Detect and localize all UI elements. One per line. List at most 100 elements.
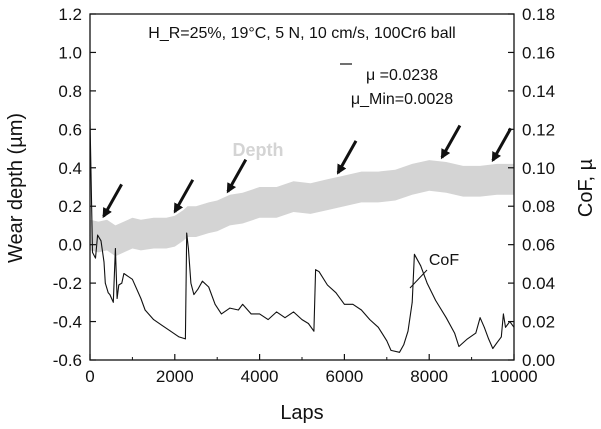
cof-point <box>214 303 216 305</box>
cof-point <box>318 271 320 272</box>
cof-line <box>89 119 515 353</box>
depth-point <box>165 232 167 234</box>
cof-point <box>197 288 199 290</box>
cof-point <box>116 298 118 299</box>
depth-point <box>445 176 447 178</box>
cof-series <box>89 119 515 353</box>
cof-point <box>458 346 460 347</box>
depth-point <box>309 197 312 200</box>
depth-band <box>90 160 514 257</box>
depth-point <box>292 196 295 198</box>
cof-point <box>121 282 123 284</box>
x-tick-label: 8000 <box>410 367 448 386</box>
cof-point <box>178 336 180 338</box>
y2-tick-label: 0.14 <box>522 82 555 101</box>
cof-point <box>496 342 498 344</box>
cof-point <box>161 325 163 326</box>
depth-point <box>276 201 278 203</box>
cof-point <box>97 234 98 236</box>
depth-point <box>394 184 396 186</box>
cof-point <box>386 340 388 342</box>
cof-point <box>276 311 277 313</box>
cof-point <box>414 253 415 255</box>
y-tick-label: 0.8 <box>58 82 82 101</box>
depth-point <box>428 174 430 177</box>
y-tick-label: -0.2 <box>53 274 82 293</box>
cof-point <box>238 309 239 311</box>
x-tick-label: 2000 <box>156 367 194 386</box>
cof-point <box>107 292 109 294</box>
y-tick-label: 0.6 <box>58 120 82 139</box>
y2-tick-label: 0.08 <box>522 197 555 216</box>
y2-tick-label: 0.16 <box>522 43 555 62</box>
cof-point <box>315 269 316 271</box>
depth-point <box>106 234 108 236</box>
cof-point <box>188 248 189 249</box>
cof-point <box>95 257 96 259</box>
depth-series-label: Depth <box>233 140 284 160</box>
cof-point <box>170 330 172 332</box>
depth-point <box>377 186 379 188</box>
cof-point <box>185 338 186 340</box>
cof-label-leader <box>409 269 428 289</box>
depth-point <box>182 224 184 226</box>
cof-point <box>361 309 362 311</box>
depth-point <box>208 217 210 219</box>
depth-point <box>326 194 328 196</box>
y2-tick-label: 0.04 <box>522 274 555 293</box>
cof-point <box>488 338 489 340</box>
cof-point <box>267 319 269 320</box>
depth-arrow <box>336 140 358 175</box>
depth-point <box>479 180 481 182</box>
cof-point <box>123 273 125 274</box>
cof-point <box>284 317 286 319</box>
cof-point <box>505 326 506 328</box>
y-tick-label: 0.4 <box>58 159 82 178</box>
x-tick-label: 0 <box>85 367 94 386</box>
cof-point <box>193 294 195 295</box>
cof-point <box>313 330 315 332</box>
depth-point <box>259 201 261 203</box>
cof-point <box>221 313 222 315</box>
depth-arrow <box>226 158 248 194</box>
mu-mean-annotation: μ =0.0238 <box>366 67 438 84</box>
cof-point <box>467 338 468 340</box>
depth-series <box>89 160 515 257</box>
x-axis-title: Laps <box>280 402 323 424</box>
arrow-annotations <box>102 124 513 219</box>
mu-min-annotation: μ_Min=0.0028 <box>351 91 453 108</box>
depth-arrow <box>491 127 513 163</box>
cof-point <box>344 303 345 305</box>
cof-point <box>118 284 120 286</box>
cof-point <box>369 319 371 320</box>
depth-point <box>411 178 413 180</box>
cof-point <box>407 330 409 332</box>
cof-point <box>335 292 337 294</box>
cof-point <box>352 303 354 305</box>
cof-point <box>132 278 133 280</box>
cof-point <box>399 351 400 353</box>
depth-arrow <box>102 183 123 219</box>
cof-point <box>301 319 303 320</box>
depth-point <box>186 221 189 223</box>
cof-point <box>259 313 260 315</box>
y-tick-label: 0.0 <box>58 236 82 255</box>
cof-point <box>208 286 210 288</box>
depth-point <box>343 190 345 192</box>
x-tick-label: 6000 <box>325 367 363 386</box>
depth-arrow <box>440 124 462 160</box>
cof-point <box>420 265 422 267</box>
cof-point <box>242 303 244 305</box>
x-tick-label: 10000 <box>490 367 537 386</box>
depth-point <box>114 240 116 242</box>
cof-point <box>445 317 447 319</box>
depth-point <box>242 207 244 209</box>
cof-point <box>293 311 294 313</box>
depth-point <box>229 209 231 211</box>
depth-point <box>123 236 125 238</box>
depth-point <box>174 230 176 232</box>
y-tick-label: -0.4 <box>53 313 82 332</box>
cof-point <box>483 326 485 328</box>
cof-point <box>100 240 102 242</box>
